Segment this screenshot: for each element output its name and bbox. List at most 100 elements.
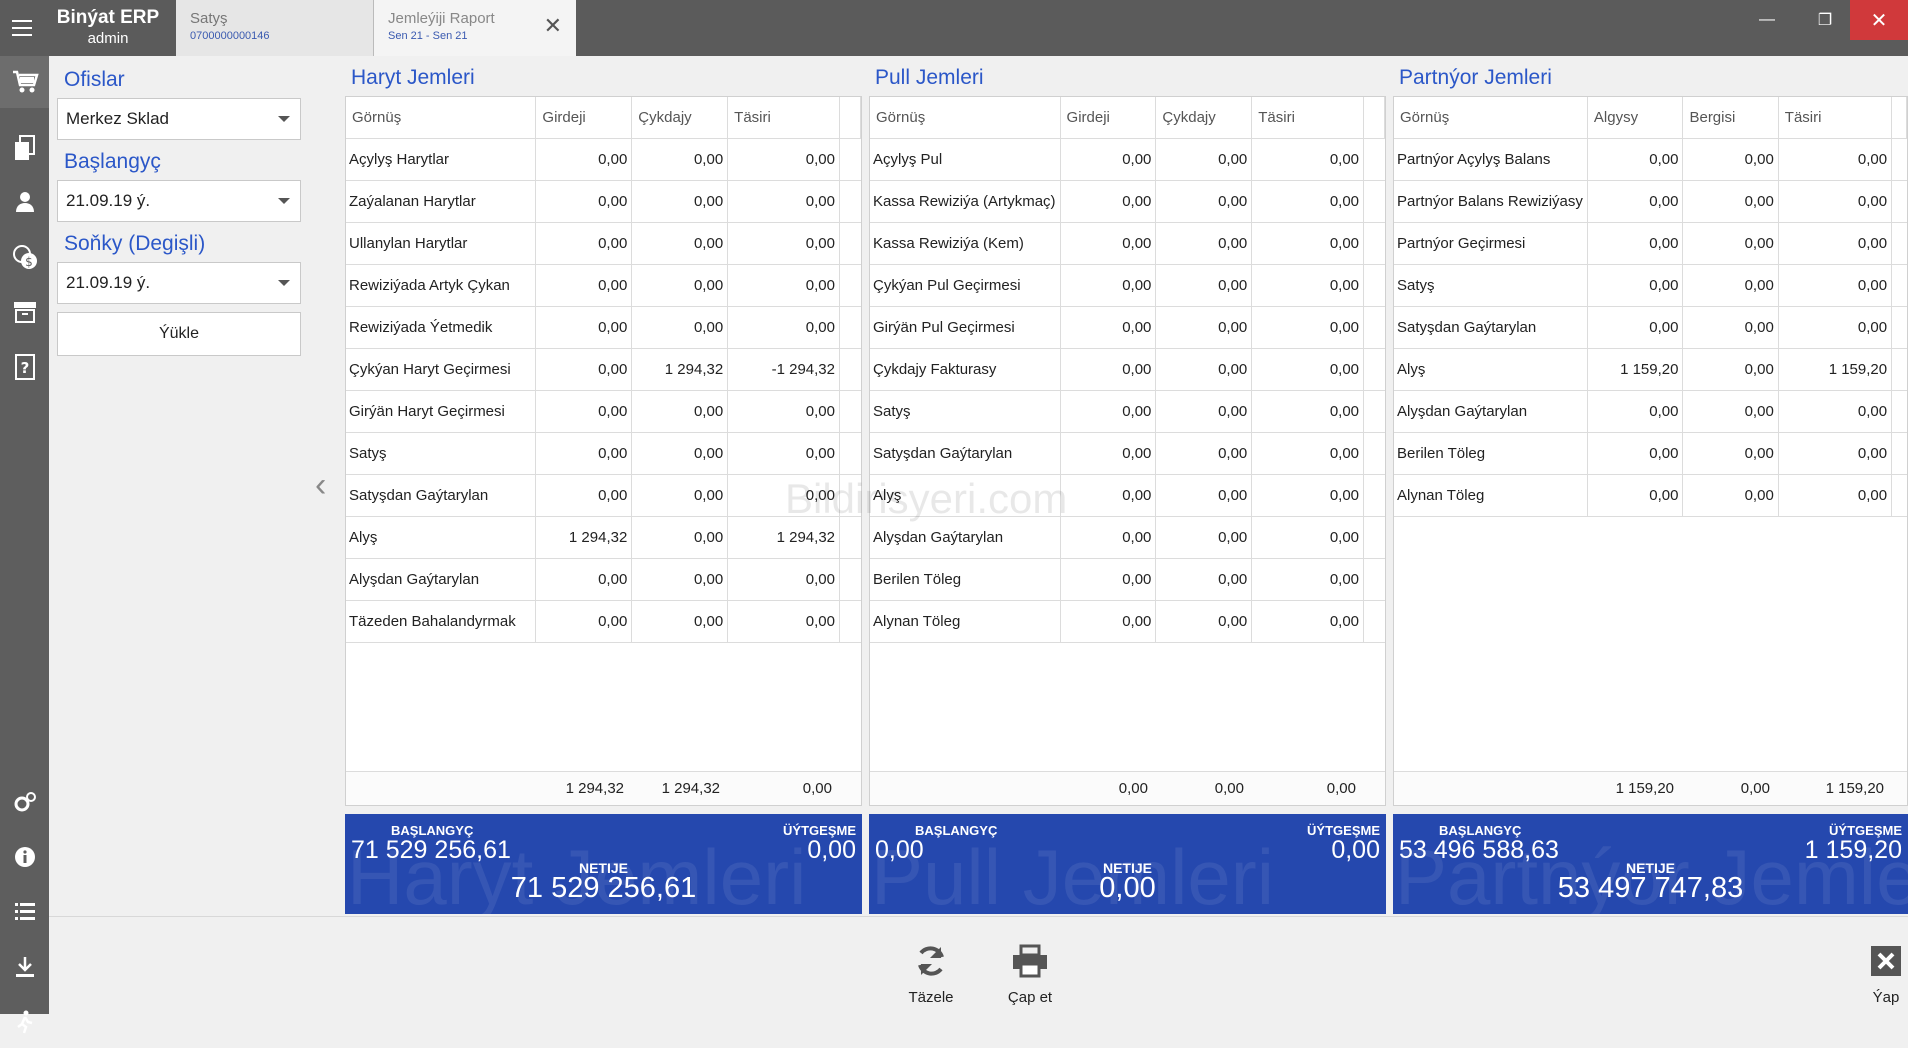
table-row[interactable]: Partnýor Balans Rewiziýasy 0,00 0,00 0,00 — [1394, 180, 1907, 223]
table-row[interactable]: Girýän Haryt Geçirmesi 0,00 0,00 0,00 — [346, 390, 861, 433]
column-header[interactable]: Görnüş — [346, 97, 537, 139]
refresh-icon — [891, 939, 971, 983]
table-row[interactable]: Alyş 1 294,32 0,00 1 294,32 — [346, 516, 861, 559]
table-row[interactable]: Satyş 0,00 0,00 0,00 — [1394, 264, 1907, 307]
value-cell: 0,00 — [727, 306, 840, 349]
value-cell: 0,00 — [1778, 390, 1893, 433]
column-header[interactable]: Çykdajy — [1155, 97, 1253, 139]
download-icon[interactable] — [0, 941, 49, 993]
table-row[interactable]: Partnýor Açylyş Balans 0,00 0,00 0,00 — [1394, 138, 1907, 181]
archive-icon[interactable] — [0, 286, 49, 338]
table-row[interactable]: Kassa Rewiziýa (Kem) 0,00 0,00 0,00 — [870, 222, 1385, 265]
end-date-picker[interactable]: 21.09.19 ý. — [57, 262, 301, 304]
table-row[interactable]: Satyş 0,00 0,00 0,00 — [870, 390, 1385, 433]
watermark-text: Bildirisyeri.com — [785, 475, 1068, 522]
tab-jemleyji-raport[interactable]: Jemleýiji Raport Sen 21 - Sen 21 ✕ — [374, 0, 576, 56]
data-table: Görnüş Algysy Bergisi Täsiri Partnýor Açyly… — [1394, 97, 1907, 517]
row-label-cell: Satyş — [1394, 264, 1588, 307]
info-icon[interactable] — [0, 831, 49, 883]
value-cell: 0,00 — [727, 432, 840, 475]
column-header[interactable]: Algysy — [1587, 97, 1684, 139]
cart-icon[interactable] — [0, 56, 49, 108]
table-row[interactable]: Açylyş Pul 0,00 0,00 0,00 — [870, 138, 1385, 181]
table-row[interactable]: Açylyş Harytlar 0,00 0,00 0,00 — [346, 138, 861, 181]
value-cell: 0,00 — [1060, 432, 1157, 475]
table-row[interactable]: Partnýor Geçirmesi 0,00 0,00 0,00 — [1394, 222, 1907, 265]
column-header[interactable]: Täsiri — [727, 97, 840, 139]
table-row[interactable]: Satyşdan Gaýtarylan 0,00 0,00 0,00 — [346, 474, 861, 517]
table-row[interactable]: Alyşdan Gaýtarylan 0,00 0,00 0,00 — [870, 516, 1385, 559]
user-icon[interactable] — [0, 176, 49, 228]
start-value: 71 529 256,61 — [351, 836, 511, 864]
table-row[interactable]: Alyşdan Gaýtarylan 0,00 0,00 0,00 — [1394, 390, 1907, 433]
value-cell: 0,00 — [1778, 222, 1893, 265]
column-header[interactable]: Täsiri — [1778, 97, 1893, 139]
table-row[interactable]: Alyşdan Gaýtarylan 0,00 0,00 0,00 — [346, 558, 861, 601]
row-filler — [1363, 348, 1385, 391]
table-row[interactable]: Çykýan Haryt Geçirmesi 0,00 1 294,32 -1 294… — [346, 348, 861, 391]
close-report-button[interactable]: Ýap — [1846, 939, 1908, 1006]
value-cell: 0,00 — [1251, 390, 1365, 433]
load-button[interactable]: Ýükle — [57, 312, 301, 356]
money-icon[interactable]: $ — [0, 231, 49, 283]
row-filler — [839, 348, 861, 391]
close-window-icon[interactable]: ✕ — [1850, 0, 1908, 40]
table-row[interactable]: Rewiziýada Artyk Çykan 0,00 0,00 0,00 — [346, 264, 861, 307]
table-row[interactable]: Çykdajy Fakturasy 0,00 0,00 0,00 — [870, 348, 1385, 391]
column-header[interactable]: Girdeji — [535, 97, 633, 139]
table-row[interactable]: Satyşdan Gaýtarylan 0,00 0,00 0,00 — [870, 432, 1385, 475]
table-row[interactable]: Täzeden Bahalandyrmak 0,00 0,00 0,00 — [346, 600, 861, 643]
column-header[interactable]: Çykdajy — [631, 97, 729, 139]
minimize-window-icon[interactable]: — — [1759, 11, 1775, 28]
documents-icon[interactable] — [0, 56, 49, 108]
refresh-button[interactable]: Täzele — [891, 939, 971, 1006]
column-header[interactable]: Bergisi — [1682, 97, 1779, 139]
tab-satys[interactable]: Satyş 0700000000146 — [176, 0, 374, 56]
table-row[interactable]: Berilen Töleg 0,00 0,00 0,00 — [1394, 432, 1907, 475]
column-header[interactable]: Görnüş — [1394, 97, 1588, 139]
collapse-panel-chevron-icon[interactable]: ‹ — [315, 466, 327, 504]
column-header[interactable]: Girdeji — [1060, 97, 1157, 139]
logout-walk-icon[interactable] — [0, 996, 49, 1048]
value-cell: 0,00 — [1251, 306, 1365, 349]
row-label-cell: Alyşdan Gaýtarylan — [870, 516, 1061, 559]
grid: Görnüş Girdeji Çykdajy Täsiri Açylyş Harytl… — [345, 96, 862, 806]
list-icon[interactable] — [0, 886, 49, 938]
value-cell: 0,00 — [1587, 432, 1684, 475]
table-row[interactable]: Alynan Töleg 0,00 0,00 0,00 — [1394, 474, 1907, 517]
print-button[interactable]: Çap et — [990, 939, 1070, 1006]
table-row[interactable]: Girýän Pul Geçirmesi 0,00 0,00 0,00 — [870, 306, 1385, 349]
panel-title: Pull Jemleri — [875, 66, 984, 89]
restore-window-icon[interactable]: ❐ — [1817, 12, 1833, 29]
value-cell: 0,00 — [1251, 264, 1365, 307]
row-label-cell: Girýän Pul Geçirmesi — [870, 306, 1061, 349]
office-select[interactable]: Merkez Sklad — [57, 98, 301, 140]
help-icon[interactable]: ? — [0, 341, 49, 393]
row-filler — [839, 264, 861, 307]
row-label-cell: Zaýalanan Harytlar — [346, 180, 537, 223]
close-tab-icon[interactable]: ✕ — [543, 13, 562, 38]
row-label-cell: Partnýor Geçirmesi — [1394, 222, 1588, 265]
table-row[interactable]: Kassa Rewiziýa (Artykmaç) 0,00 0,00 0,00 — [870, 180, 1385, 223]
row-filler — [839, 390, 861, 433]
settings-icon[interactable] — [0, 776, 49, 828]
totals-row: 1 294,32 1 294,32 0,00 — [346, 771, 861, 805]
table-row[interactable]: Alyş 1 159,20 0,00 1 159,20 — [1394, 348, 1907, 391]
column-header[interactable]: Görnüş — [870, 97, 1061, 139]
documents-icon[interactable] — [0, 122, 49, 174]
table-row[interactable]: Zaýalanan Harytlar 0,00 0,00 0,00 — [346, 180, 861, 223]
row-label-cell: Partnýor Açylyş Balans — [1394, 138, 1588, 181]
table-row[interactable]: Ullanylan Harytlar 0,00 0,00 0,00 — [346, 222, 861, 265]
close-box-icon — [1846, 939, 1908, 983]
table-row[interactable]: Alynan Töleg 0,00 0,00 0,00 — [870, 600, 1385, 643]
value-cell: 0,00 — [1060, 600, 1157, 643]
hamburger-menu-icon[interactable] — [0, 0, 44, 56]
table-row[interactable]: Rewiziýada Ýetmedik 0,00 0,00 0,00 — [346, 306, 861, 349]
table-row[interactable]: Çykýan Pul Geçirmesi 0,00 0,00 0,00 — [870, 264, 1385, 307]
table-row[interactable]: Satyşdan Gaýtarylan 0,00 0,00 0,00 — [1394, 306, 1907, 349]
table-row[interactable]: Satyş 0,00 0,00 0,00 — [346, 432, 861, 475]
table-row[interactable]: Alyş 0,00 0,00 0,00 — [870, 474, 1385, 517]
column-header[interactable]: Täsiri — [1251, 97, 1365, 139]
start-date-picker[interactable]: 21.09.19 ý. — [57, 180, 301, 222]
table-row[interactable]: Berilen Töleg 0,00 0,00 0,00 — [870, 558, 1385, 601]
